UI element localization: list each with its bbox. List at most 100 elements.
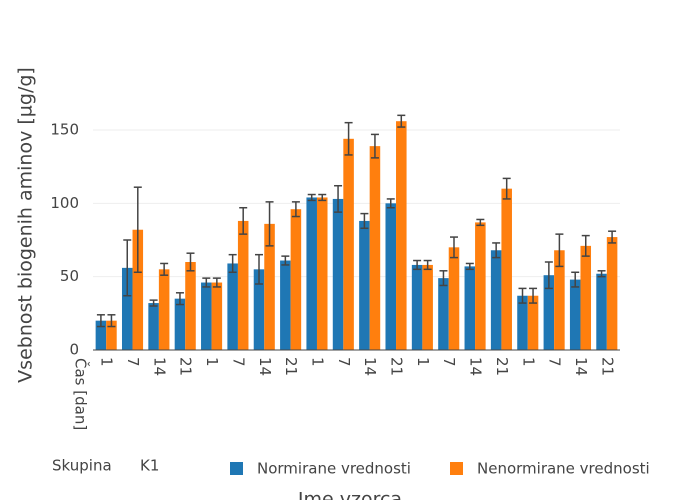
error-bar — [608, 230, 617, 244]
bar — [158, 269, 170, 350]
x-tick-label: 14 — [572, 357, 590, 376]
bar — [185, 262, 196, 350]
error-bar — [239, 206, 248, 235]
error-bar — [423, 259, 432, 271]
error-bar — [439, 270, 448, 287]
legend-swatch — [230, 462, 243, 475]
error-bar — [160, 262, 169, 276]
bar — [569, 279, 581, 350]
x-tick-label: 7 — [335, 357, 353, 367]
x-tick-label: 21 — [493, 357, 511, 376]
x-tick-label: 21 — [282, 357, 300, 376]
bar — [290, 209, 302, 350]
error-bar — [492, 242, 501, 259]
y-tick-label: 0 — [69, 341, 79, 359]
bar — [490, 250, 502, 350]
error-bar — [544, 261, 553, 290]
bar — [554, 250, 565, 350]
x-tick-label: 7 — [124, 357, 142, 367]
bar — [106, 320, 117, 350]
bar — [369, 146, 381, 350]
error-bar — [149, 299, 158, 307]
x-tick-label: 7 — [440, 357, 458, 367]
bar — [343, 138, 354, 350]
bar — [332, 198, 344, 350]
bar — [543, 275, 555, 350]
bar — [280, 260, 291, 350]
x-tick-label: 21 — [598, 357, 616, 376]
bar — [132, 229, 144, 350]
x-tick-label: 14 — [256, 357, 274, 376]
x-tick-label: 1 — [414, 357, 432, 367]
y-axis-title: Vsebnost biogenih aminov [µg/g] — [15, 67, 37, 383]
error-bar — [307, 193, 316, 202]
bar — [438, 278, 449, 350]
legend-label: Nenormirane vrednosti — [477, 460, 650, 478]
bar — [121, 267, 133, 350]
bar — [501, 188, 512, 350]
bar — [580, 245, 592, 350]
legend-label: Normirane vrednosti — [257, 460, 411, 478]
bar — [201, 282, 212, 350]
bar — [174, 298, 186, 350]
x-tick-label: 1 — [308, 357, 326, 367]
x-tick-label: 14 — [467, 357, 485, 376]
error-bar — [449, 236, 458, 259]
x-tick-label: 7 — [546, 357, 564, 367]
error-bar — [96, 314, 105, 328]
bar — [359, 220, 370, 350]
x-axis-title: Ime vzorca — [298, 489, 402, 501]
bar — [448, 247, 460, 350]
error-bar — [202, 277, 211, 288]
error-bar — [555, 233, 564, 268]
bar — [148, 303, 159, 350]
bar — [95, 320, 107, 350]
x-tick-label: 1 — [98, 357, 116, 367]
y-tick-label: 100 — [50, 194, 79, 212]
bar — [237, 220, 249, 350]
group-title: Skupina — [52, 457, 112, 475]
bar — [475, 222, 486, 350]
y-tick-label: 50 — [60, 267, 79, 285]
bar — [227, 263, 238, 350]
error-bar — [255, 253, 264, 285]
error-bar — [476, 218, 485, 227]
error-bar — [291, 201, 300, 218]
error-bar — [318, 193, 327, 202]
x-tick-label: 7 — [229, 357, 247, 367]
error-bar — [344, 121, 353, 156]
error-bar — [529, 287, 538, 304]
error-bar — [212, 277, 221, 288]
bar — [264, 223, 275, 350]
error-bar — [186, 252, 195, 272]
error-bar — [397, 114, 406, 128]
error-bar — [123, 239, 132, 297]
error-bar — [175, 292, 184, 306]
group-label: K1 — [140, 457, 159, 475]
bar — [464, 266, 476, 350]
bar — [396, 121, 407, 350]
error-bar — [281, 255, 290, 266]
error-bar — [228, 253, 237, 274]
x-level-title: Čas [dan] — [72, 358, 91, 430]
bar — [527, 295, 539, 350]
error-bar — [334, 184, 343, 213]
bar — [385, 203, 397, 350]
x-tick-label: 1 — [203, 357, 221, 367]
bar — [606, 237, 618, 350]
bar — [596, 273, 607, 350]
error-bar — [465, 262, 474, 271]
error-bar — [386, 198, 395, 209]
bar — [517, 295, 528, 350]
error-bar — [107, 314, 116, 328]
bar — [411, 264, 423, 350]
error-bar — [413, 259, 422, 271]
bar — [422, 264, 433, 350]
error-bar — [360, 212, 369, 230]
x-tick-label: 21 — [177, 357, 195, 376]
error-bar — [133, 186, 142, 274]
x-tick-label: 14 — [361, 357, 379, 376]
bar — [253, 269, 265, 350]
error-bar — [581, 234, 590, 257]
